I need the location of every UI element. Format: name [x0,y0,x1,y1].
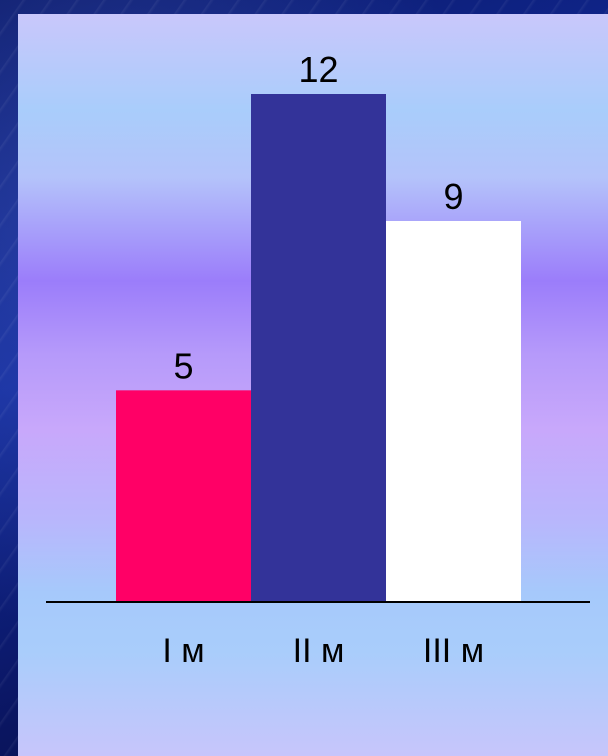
bar-1 [116,390,251,602]
category-label-3: III м [423,632,484,670]
value-label-3: 9 [443,176,463,217]
value-label-2: 12 [298,49,338,90]
value-label-1: 5 [173,345,193,386]
category-label-1: I м [162,632,204,670]
value-labels-group: 5 12 9 [173,49,463,386]
bar-2 [251,94,386,602]
bar-3 [386,221,521,602]
bars-group [116,94,521,602]
category-label-2: II м [293,632,345,670]
tick-labels-group: I м II м III м [162,632,484,670]
